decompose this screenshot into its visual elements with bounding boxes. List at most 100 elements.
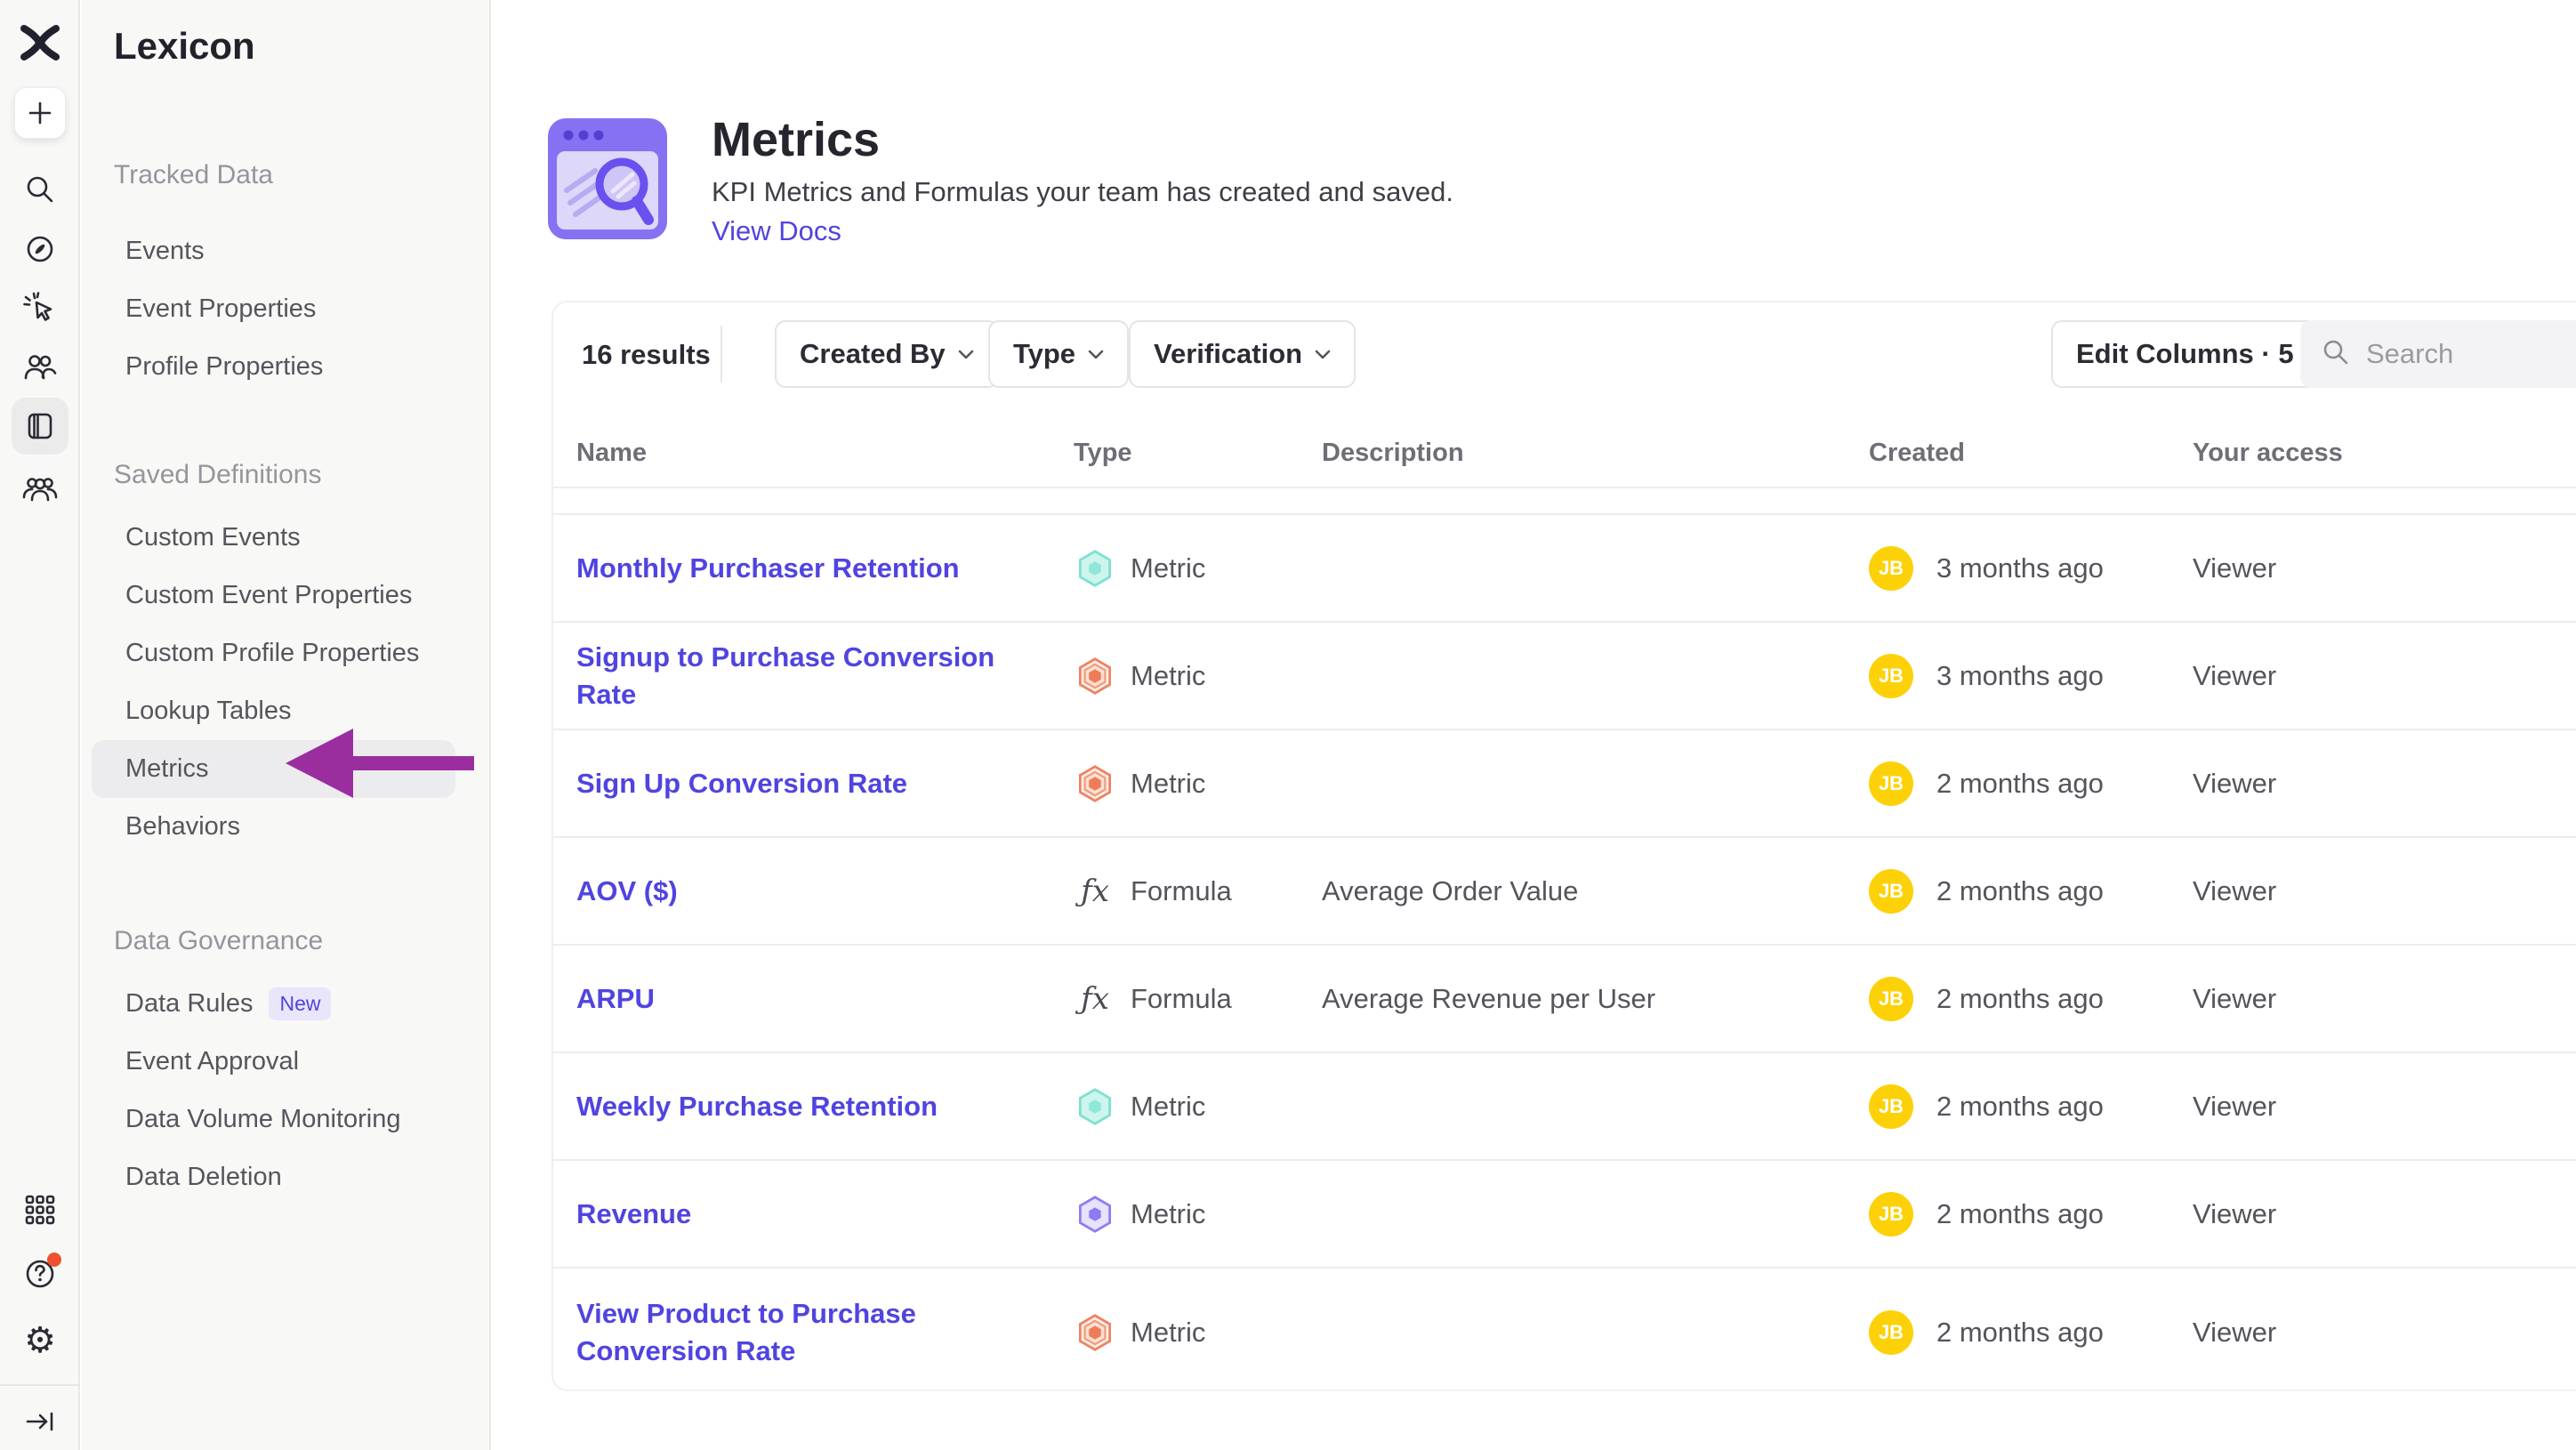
search-input[interactable]: [2366, 338, 2576, 370]
metric-hexagon-purple-icon: [1074, 1194, 1116, 1235]
users-icon[interactable]: [23, 350, 57, 383]
main-content: Metrics KPI Metrics and Formulas your te…: [493, 0, 2576, 1450]
formula-fx-icon: ƒx: [1081, 980, 1109, 1017]
search-icon: [2322, 338, 2350, 371]
section-label-saved-definitions: Saved Definitions: [114, 460, 322, 489]
column-header-type[interactable]: Type: [1074, 439, 1132, 467]
nav-item-custom-profile-properties[interactable]: Custom Profile Properties: [125, 639, 420, 667]
sign-out-icon[interactable]: [24, 1406, 56, 1438]
rail-divider: [0, 1384, 80, 1386]
avatar: JB: [1869, 545, 1913, 591]
filter-created-by[interactable]: Created By: [775, 320, 999, 388]
filter-verification[interactable]: Verification: [1129, 320, 1356, 388]
created-cell: JB 2 months ago: [1869, 976, 2193, 1021]
metric-hexagon-teal-icon: [1074, 548, 1116, 589]
type-label: Formula: [1131, 874, 1232, 906]
nav-item-data-volume-monitoring[interactable]: Data Volume Monitoring: [125, 1105, 401, 1133]
access-cell: Viewer: [2193, 1316, 2277, 1348]
new-badge: New: [269, 987, 332, 1020]
avatar: JB: [1869, 653, 1913, 698]
nav-item-profile-properties[interactable]: Profile Properties: [125, 352, 324, 381]
table-search[interactable]: [2300, 320, 2576, 388]
results-count: 16 results: [582, 339, 711, 370]
type-label: Metric: [1131, 659, 1206, 691]
view-docs-link[interactable]: View Docs: [712, 215, 841, 246]
type-label: Metric: [1131, 552, 1206, 584]
metric-name-link[interactable]: Weekly Purchase Retention: [576, 1090, 938, 1122]
avatar: JB: [1869, 761, 1913, 806]
table-row: Monthly Purchaser Retention Metric JB 3 …: [553, 515, 2576, 623]
column-header-access[interactable]: Your access: [2193, 439, 2343, 467]
page-description: KPI Metrics and Formulas your team has c…: [712, 176, 1453, 207]
metric-name-link[interactable]: Sign Up Conversion Rate: [576, 767, 908, 799]
help-icon[interactable]: [22, 1253, 61, 1292]
create-plus-button[interactable]: [14, 87, 66, 139]
table-row: Revenue Metric JB 2 months ago Viewer: [553, 1161, 2576, 1269]
chevron-down-icon: [958, 350, 974, 359]
created-label: 2 months ago: [1936, 1197, 2104, 1229]
mixpanel-logo-icon[interactable]: [20, 25, 60, 60]
table-row: AOV ($) ƒx Formula Average Order Value J…: [553, 838, 2576, 946]
table-row-partial: [553, 488, 2576, 515]
description-cell: Average Order Value: [1322, 874, 1579, 906]
nav-item-custom-event-properties[interactable]: Custom Event Properties: [125, 581, 413, 609]
table-row: Signup to Purchase Conversion Rate Metri…: [553, 623, 2576, 730]
cursor-click-icon[interactable]: [23, 291, 57, 325]
chevron-down-icon: [1315, 350, 1331, 359]
formula-fx-icon: ƒx: [1081, 873, 1109, 909]
toolbar-divider: [720, 326, 722, 383]
created-label: 3 months ago: [1936, 552, 2104, 584]
nav-item-behaviors[interactable]: Behaviors: [125, 812, 240, 841]
table-row: ARPU ƒx Formula Average Revenue per User…: [553, 946, 2576, 1053]
metric-name-link[interactable]: AOV ($): [576, 874, 678, 906]
table-row: Weekly Purchase Retention Metric JB 2 mo…: [553, 1053, 2576, 1161]
column-header-description[interactable]: Description: [1322, 439, 1464, 467]
nav-item-custom-events[interactable]: Custom Events: [125, 523, 301, 552]
column-header-created[interactable]: Created: [1869, 439, 1965, 467]
metrics-page-icon: [545, 116, 670, 246]
icon-rail: ⚙: [0, 0, 80, 1450]
access-cell: Viewer: [2193, 874, 2277, 906]
type-label: Metric: [1131, 1090, 1206, 1122]
created-label: 2 months ago: [1936, 982, 2104, 1014]
filter-type[interactable]: Type: [988, 320, 1130, 388]
nav-item-lookup-tables[interactable]: Lookup Tables: [125, 697, 292, 725]
access-cell: Viewer: [2193, 659, 2277, 691]
table-row: View Product to Purchase Conversion Rate…: [553, 1269, 2576, 1390]
nav-item-event-approval[interactable]: Event Approval: [125, 1047, 300, 1075]
chevron-down-icon: [1088, 350, 1104, 359]
metric-name-link[interactable]: Signup to Purchase Conversion Rate: [576, 640, 995, 710]
data-panel-icon[interactable]: [12, 398, 68, 455]
nav-item-event-properties[interactable]: Event Properties: [125, 294, 317, 323]
avatar: JB: [1869, 1083, 1913, 1129]
metric-name-link[interactable]: View Product to Purchase Conversion Rate: [576, 1297, 916, 1366]
access-cell: Viewer: [2193, 767, 2277, 799]
type-label: Formula: [1131, 982, 1232, 1014]
settings-gear-icon[interactable]: ⚙: [24, 1321, 56, 1360]
apps-grid-icon[interactable]: [24, 1194, 56, 1226]
metric-name-link[interactable]: Revenue: [576, 1197, 692, 1229]
nav-title: Lexicon: [114, 25, 255, 67]
created-label: 2 months ago: [1936, 1316, 2104, 1348]
access-cell: Viewer: [2193, 982, 2277, 1014]
active-icon-highlight: [12, 398, 68, 455]
created-cell: JB 2 months ago: [1869, 1191, 2193, 1237]
type-label: Metric: [1131, 1197, 1206, 1229]
nav-item-data-rules[interactable]: Data Rules New: [92, 975, 455, 1033]
metric-name-link[interactable]: Monthly Purchaser Retention: [576, 552, 960, 584]
edit-columns-button[interactable]: Edit Columns · 5: [2051, 320, 2319, 388]
created-cell: JB 2 months ago: [1869, 761, 2193, 806]
user-group-icon[interactable]: [22, 472, 58, 503]
nav-item-data-deletion[interactable]: Data Deletion: [125, 1163, 282, 1191]
created-cell: JB 3 months ago: [1869, 653, 2193, 698]
column-header-name[interactable]: Name: [576, 439, 647, 467]
nav-item-events[interactable]: Events: [125, 237, 205, 265]
type-label: Metric: [1131, 1316, 1206, 1348]
search-icon[interactable]: [24, 173, 56, 205]
compass-icon[interactable]: [24, 233, 56, 265]
notification-dot: [47, 1253, 61, 1267]
section-label-tracked-data: Tracked Data: [114, 160, 273, 189]
type-label: Metric: [1131, 767, 1206, 799]
lexicon-nav-panel: Lexicon Tracked Data Events Event Propert…: [82, 0, 491, 1450]
metric-name-link[interactable]: ARPU: [576, 982, 655, 1014]
